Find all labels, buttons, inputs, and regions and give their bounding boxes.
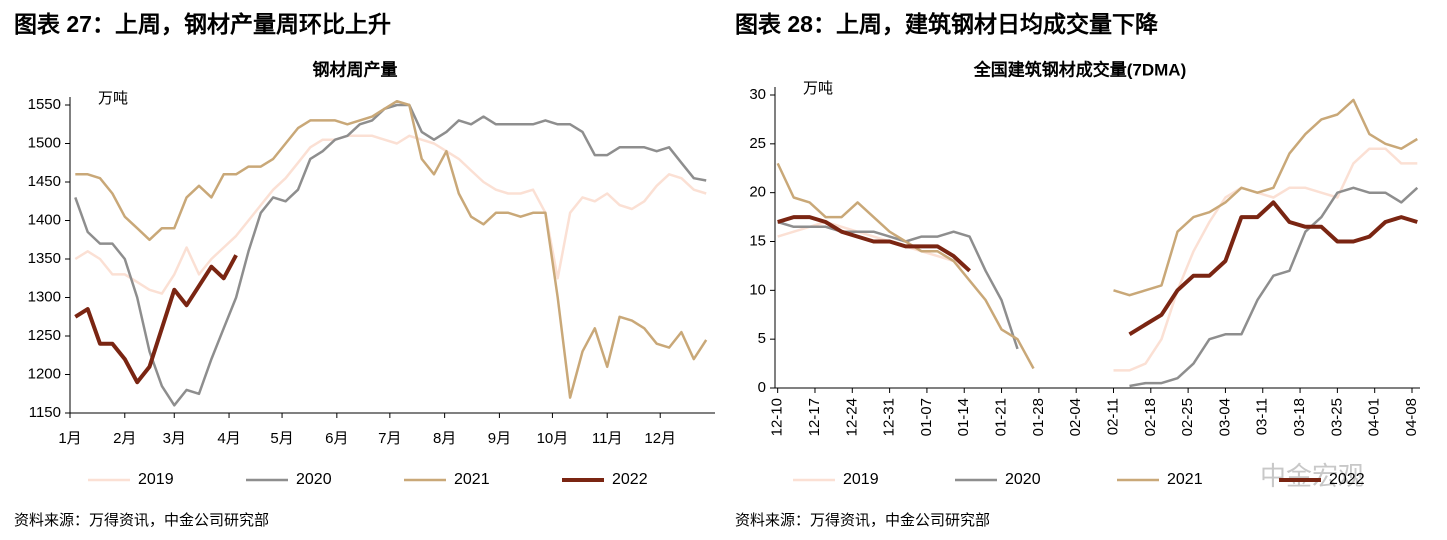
x-tick-label: 12月 <box>644 430 676 447</box>
x-tick-label: 02-18 <box>1142 398 1159 436</box>
source-note: 资料来源：万得资讯，中金公司研究部 <box>14 512 269 529</box>
series-line <box>74 134 707 295</box>
x-tick-label: 01-14 <box>955 398 972 436</box>
x-tick-label: 02-25 <box>1179 398 1196 436</box>
chart-title: 全国建筑钢材成交量(7DMA) <box>973 59 1187 79</box>
series-line <box>776 98 1418 370</box>
x-tick-label: 04-01 <box>1366 398 1383 436</box>
y-tick-label: 20 <box>749 184 766 201</box>
x-tick-label: 02-04 <box>1067 398 1084 436</box>
y-tick-label: 25 <box>749 135 766 152</box>
x-tick-label: 02-11 <box>1104 398 1121 435</box>
x-tick-label: 03-25 <box>1328 398 1345 436</box>
y-unit: 万吨 <box>98 90 128 107</box>
x-tick-label: 12-17 <box>806 398 823 436</box>
chart-title: 钢材周产量 <box>313 59 398 79</box>
y-tick-label: 1250 <box>28 327 61 344</box>
x-tick-label: 3月 <box>163 430 186 447</box>
x-tick-label: 5月 <box>270 430 293 447</box>
legend-label: 2021 <box>1167 471 1203 488</box>
series-line <box>777 186 1419 388</box>
x-tick-label: 12-24 <box>843 398 860 436</box>
series-line <box>777 147 1418 372</box>
x-tick-label: 12-10 <box>769 398 786 436</box>
y-tick-label: 1350 <box>28 250 61 267</box>
y-tick-label: 1400 <box>28 211 61 228</box>
y-tick-label: 1300 <box>28 288 61 305</box>
x-tick-label: 7月 <box>378 430 401 447</box>
x-tick-label: 01-21 <box>993 398 1010 436</box>
x-tick-label: 1月 <box>58 430 81 447</box>
x-tick-label: 2月 <box>113 430 136 447</box>
x-tick-label: 8月 <box>433 430 456 447</box>
y-tick-label: 10 <box>749 281 766 298</box>
watermark: 中金宏观 <box>1260 461 1364 491</box>
series-line <box>777 200 1418 337</box>
series-line <box>74 103 707 407</box>
legend-label: 2019 <box>138 471 174 488</box>
y-tick-label: 15 <box>749 232 766 249</box>
series-line <box>74 254 238 385</box>
legend-label: 2020 <box>1005 471 1041 488</box>
x-tick-label: 03-18 <box>1291 398 1308 436</box>
x-tick-label: 04-08 <box>1403 398 1420 436</box>
legend-label: 2022 <box>1329 471 1365 488</box>
figure-heading: 图表 28：上周，建筑钢材日均成交量下降 <box>735 11 1159 37</box>
y-unit: 万吨 <box>803 80 833 97</box>
y-tick-label: 1150 <box>29 404 61 421</box>
x-tick-label: 9月 <box>488 430 511 447</box>
x-tick-label: 6月 <box>325 430 348 447</box>
source-note: 资料来源：万得资讯，中金公司研究部 <box>735 512 990 529</box>
x-tick-label: 11月 <box>592 430 623 447</box>
x-tick-label: 01-07 <box>918 398 935 436</box>
x-tick-label: 01-28 <box>1030 398 1047 436</box>
series-line <box>75 99 708 399</box>
y-tick-label: 1550 <box>28 96 61 113</box>
y-tick-label: 5 <box>758 330 766 347</box>
figure-heading: 图表 27：上周，钢材产量周环比上升 <box>14 11 391 37</box>
x-tick-label: 12-31 <box>881 398 898 436</box>
legend-label: 2020 <box>296 471 332 488</box>
x-tick-label: 10月 <box>537 430 569 447</box>
y-tick-label: 1450 <box>28 173 61 190</box>
legend-label: 2021 <box>454 471 490 488</box>
legend-label: 2022 <box>612 471 648 488</box>
y-tick-label: 0 <box>758 379 766 396</box>
legend-label: 2019 <box>843 471 879 488</box>
x-tick-label: 03-04 <box>1216 398 1233 436</box>
x-tick-label: 4月 <box>217 430 240 447</box>
y-tick-label: 1200 <box>28 365 61 382</box>
y-tick-label: 30 <box>749 86 766 103</box>
y-tick-label: 1500 <box>28 134 61 151</box>
x-tick-label: 03-11 <box>1254 398 1271 435</box>
